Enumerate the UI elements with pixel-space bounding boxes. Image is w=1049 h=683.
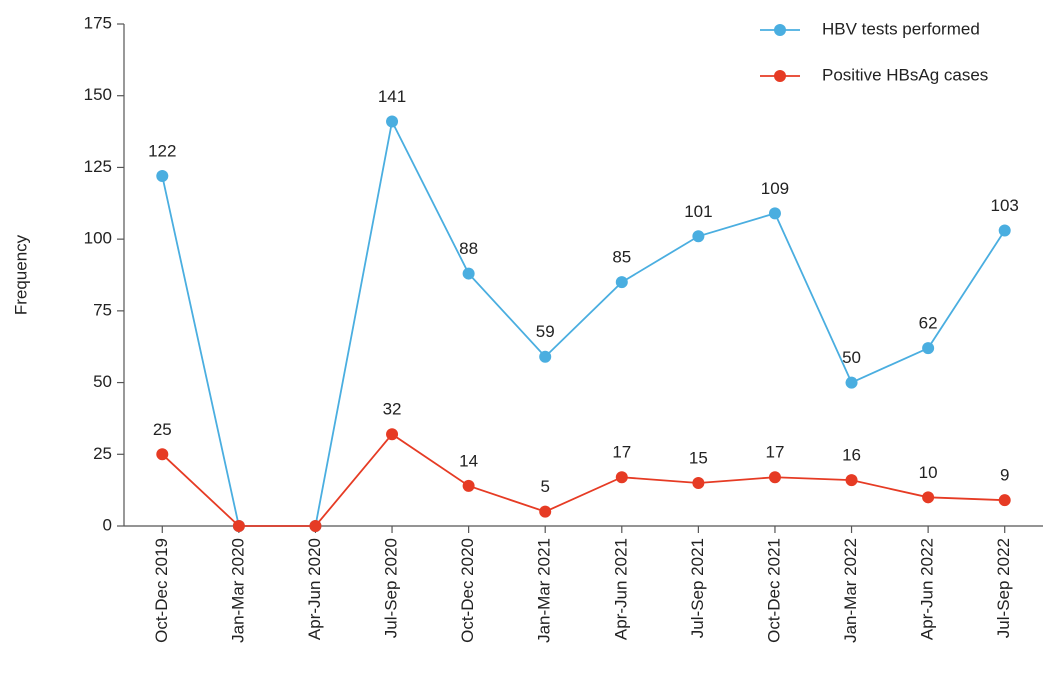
legend-marker — [774, 70, 786, 82]
data-point — [309, 520, 322, 532]
data-point — [768, 207, 781, 220]
x-tick-label: Jan-Mar 2022 — [841, 538, 860, 643]
data-point — [232, 520, 245, 532]
data-point — [615, 471, 628, 484]
data-point — [922, 342, 935, 355]
data-point — [922, 491, 935, 504]
y-tick-label: 0 — [103, 515, 112, 534]
x-tick-label: Jul-Sep 2020 — [382, 538, 401, 638]
data-label: 9 — [1000, 466, 1009, 485]
data-label: 122 — [148, 142, 176, 161]
x-tick-label: Oct-Dec 2020 — [458, 538, 477, 643]
data-label: 101 — [684, 202, 712, 221]
data-point — [539, 505, 552, 518]
data-point — [386, 115, 399, 128]
data-point — [998, 494, 1011, 507]
data-label: 62 — [919, 314, 938, 333]
data-label: 109 — [761, 179, 789, 198]
x-tick-label: Oct-Dec 2021 — [764, 538, 783, 643]
series-line — [161, 433, 1005, 527]
y-tick-label: 100 — [84, 229, 112, 248]
data-point — [615, 276, 628, 289]
y-tick-label: 125 — [84, 157, 112, 176]
data-point — [462, 479, 475, 492]
data-label: 85 — [612, 248, 631, 267]
data-label: 50 — [842, 348, 861, 367]
data-point — [692, 476, 705, 489]
data-point — [692, 230, 705, 243]
data-label: 25 — [153, 420, 172, 439]
data-label: 141 — [378, 87, 406, 106]
data-label: 103 — [991, 196, 1019, 215]
y-tick-label: 175 — [84, 13, 112, 32]
x-tick-label: Apr-Jun 2020 — [305, 538, 324, 640]
x-tick-label: Jan-Mar 2021 — [535, 538, 554, 643]
data-label: 14 — [459, 451, 478, 470]
data-point — [462, 267, 475, 280]
data-point — [156, 448, 169, 461]
y-tick-label: 25 — [93, 444, 112, 463]
x-tick-label: Apr-Jun 2022 — [918, 538, 937, 640]
data-label: 17 — [612, 443, 631, 462]
x-tick-label: Apr-Jun 2021 — [611, 538, 630, 640]
legend-label: HBV tests performed — [822, 19, 980, 38]
y-tick-label: 75 — [93, 300, 112, 319]
y-tick-label: 50 — [93, 372, 112, 391]
legend-label: Positive HBsAg cases — [822, 65, 988, 84]
data-point — [845, 376, 858, 389]
data-point — [539, 350, 552, 363]
legend-marker — [774, 24, 786, 36]
data-label: 10 — [919, 463, 938, 482]
data-label: 5 — [540, 477, 549, 496]
data-label: 88 — [459, 239, 478, 258]
data-label: 32 — [383, 400, 402, 419]
data-point — [845, 474, 858, 487]
x-tick-label: Jul-Sep 2021 — [688, 538, 707, 638]
data-point — [386, 428, 399, 441]
data-label: 15 — [689, 448, 708, 467]
data-label: 16 — [842, 446, 861, 465]
series-line — [161, 118, 1006, 527]
y-axis-label: Frequency — [11, 234, 30, 315]
data-point — [156, 170, 169, 183]
data-point — [768, 471, 781, 484]
x-tick-label: Jul-Sep 2022 — [994, 538, 1013, 638]
data-point — [998, 224, 1011, 237]
x-tick-label: Oct-Dec 2019 — [152, 538, 171, 643]
x-tick-label: Jan-Mar 2020 — [228, 538, 247, 643]
data-label: 17 — [765, 443, 784, 462]
y-tick-label: 150 — [84, 85, 112, 104]
data-label: 59 — [536, 322, 555, 341]
